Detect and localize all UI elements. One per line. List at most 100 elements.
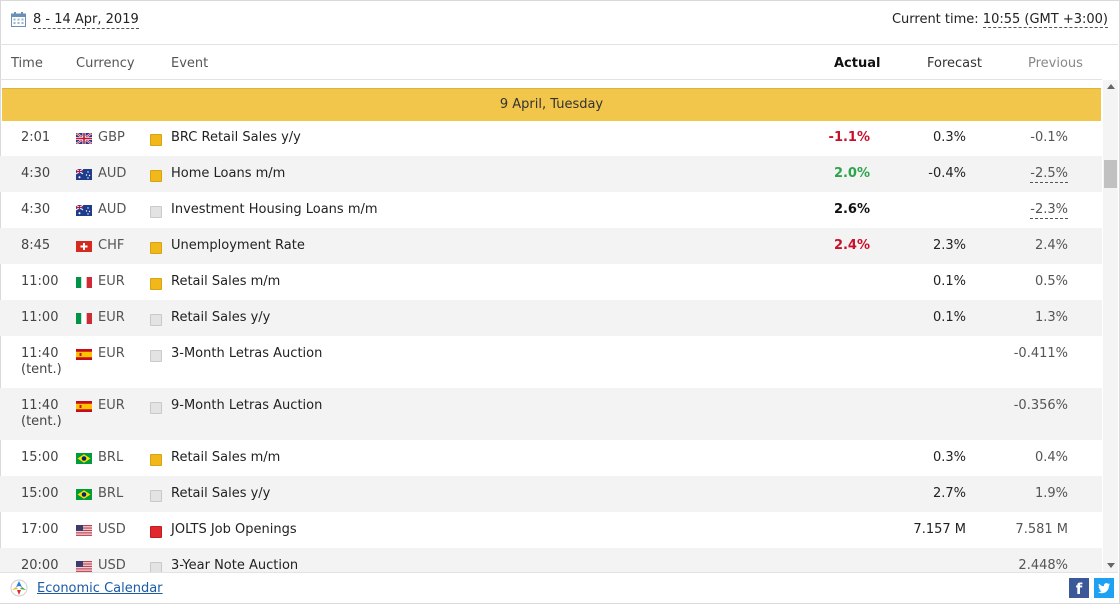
event-time: 11:00 — [21, 274, 58, 290]
event-name[interactable]: 3-Year Note Auction — [171, 558, 299, 572]
event-currency: USD — [98, 558, 126, 572]
table-row[interactable]: 20:00 USD 3-Year Note Auction 2.448% — [0, 548, 1102, 572]
event-time-value: 11:00 — [21, 274, 59, 289]
scroll-down-arrow-icon[interactable] — [1107, 563, 1115, 568]
event-name[interactable]: 3-Month Letras Auction — [171, 346, 323, 361]
flag-it-icon — [76, 313, 92, 324]
event-previous[interactable]: -2.5% — [1030, 166, 1068, 183]
event-name[interactable]: Investment Housing Loans m/m — [171, 202, 378, 217]
flag-es-icon — [76, 349, 92, 360]
table-row[interactable]: 17:00 USD JOLTS Job Openings 7.157 M 7.581 M — [0, 512, 1102, 548]
event-currency: AUD — [98, 202, 127, 217]
event-time-value: 11:00 — [21, 310, 59, 325]
column-forecast: Forecast — [927, 56, 983, 71]
event-time-value: 2:01 — [21, 130, 51, 145]
table-row[interactable]: 8:45 CHF Unemployment Rate 2.4% 2.3% 2.4% — [0, 228, 1102, 264]
event-time: 8:45 — [21, 238, 50, 254]
event-name[interactable]: Retail Sales m/m — [171, 450, 281, 465]
event-name[interactable]: Retail Sales y/y — [171, 310, 271, 325]
event-name[interactable]: Home Loans m/m — [171, 166, 286, 181]
flag-br-icon — [76, 489, 92, 500]
timezone-selector[interactable]: 10:55 (GMT +3:00) — [982, 12, 1108, 28]
event-name[interactable]: BRC Retail Sales y/y — [171, 130, 301, 145]
event-actual: 2.4% — [833, 238, 870, 253]
footer: Economic Calendar f — [0, 572, 1118, 603]
event-forecast: 0.3% — [932, 450, 966, 465]
event-time-value: 11:40 — [21, 346, 59, 361]
economic-calendar-link[interactable]: Economic Calendar — [37, 581, 163, 596]
table-row[interactable]: 15:00 BRL Retail Sales y/y 2.7% 1.9% — [0, 476, 1102, 512]
event-name[interactable]: Retail Sales m/m — [171, 274, 281, 289]
event-time-value: 8:45 — [21, 238, 51, 253]
current-time: Current time: 10:55 (GMT +3:00) — [892, 12, 1108, 28]
importance-low-icon — [150, 206, 162, 218]
importance-low-icon — [150, 402, 162, 414]
event-time: 11:40 (tent.) — [21, 346, 62, 378]
event-forecast: 7.157 M — [913, 522, 966, 537]
table-row[interactable]: 11:00 EUR Retail Sales m/m 0.1% 0.5% — [0, 264, 1102, 300]
event-time-value: 20:00 — [21, 558, 59, 572]
facebook-share-icon[interactable]: f — [1069, 578, 1089, 598]
event-time: 15:00 — [21, 486, 58, 502]
event-previous: -0.356% — [1013, 398, 1068, 413]
event-previous: -0.1% — [1030, 130, 1068, 145]
table-row[interactable]: 11:40 (tent.) EUR 9-Month Letras Auction -0.… — [0, 388, 1102, 440]
event-previous: 0.5% — [1034, 274, 1068, 289]
calendar-icon[interactable] — [11, 12, 26, 27]
event-name[interactable]: JOLTS Job Openings — [171, 522, 297, 537]
table-row[interactable]: 2:01 GBP BRC Retail Sales y/y -1.1% 0.3% -0.1… — [0, 120, 1102, 156]
event-currency: BRL — [98, 450, 124, 465]
event-time: 11:40 (tent.) — [21, 398, 62, 430]
event-time: 15:00 — [21, 450, 58, 466]
importance-medium-icon — [150, 134, 162, 146]
scrollbar-thumb[interactable] — [1104, 160, 1117, 188]
importance-low-icon — [150, 562, 162, 572]
importance-medium-icon — [150, 278, 162, 290]
table-row[interactable]: 11:00 EUR Retail Sales y/y 0.1% 1.3% — [0, 300, 1102, 336]
table-row[interactable]: 4:30 AUD Home Loans m/m 2.0% -0.4% -2.5% — [0, 156, 1102, 192]
scroll-up-arrow-icon[interactable] — [1107, 84, 1115, 89]
importance-low-icon — [150, 490, 162, 502]
current-time-label: Current time: — [891, 12, 983, 27]
event-time: 20:00 — [21, 558, 58, 572]
event-forecast: 2.7% — [932, 486, 966, 501]
event-time-value: 15:00 — [21, 450, 59, 465]
event-name[interactable]: Retail Sales y/y — [171, 486, 271, 501]
event-time: 17:00 — [21, 522, 58, 538]
importance-high-icon — [150, 526, 162, 538]
event-currency: EUR — [98, 274, 125, 289]
event-time-value: 4:30 — [21, 166, 51, 181]
importance-medium-icon — [150, 454, 162, 466]
event-previous: 2.448% — [1018, 558, 1068, 572]
scrollbar[interactable] — [1103, 80, 1118, 572]
event-time-value: 17:00 — [21, 522, 59, 537]
column-time: Time — [11, 56, 43, 71]
metatrader-logo-icon — [10, 579, 28, 597]
flag-gb-icon — [75, 132, 93, 145]
event-currency: EUR — [98, 346, 125, 361]
importance-medium-icon — [150, 242, 162, 254]
flag-br-icon — [76, 453, 92, 464]
tentative-label: (tent.) — [21, 362, 62, 377]
table-row[interactable]: 4:30 AUD Investment Housing Loans m/m 2.6% -… — [0, 192, 1102, 228]
events-scroll-area[interactable]: 9 April, Tuesday 2:01 GBP BRC Retail Sales… — [0, 80, 1102, 572]
event-forecast: 0.3% — [932, 130, 966, 145]
event-currency: EUR — [98, 310, 125, 325]
event-name[interactable]: Unemployment Rate — [171, 238, 305, 253]
importance-medium-icon — [150, 170, 162, 182]
flag-es-icon — [76, 401, 92, 412]
event-previous[interactable]: -2.3% — [1030, 202, 1068, 219]
event-name[interactable]: 9-Month Letras Auction — [171, 398, 323, 413]
event-previous: -0.411% — [1013, 346, 1068, 361]
flag-au-icon — [75, 168, 92, 180]
table-row[interactable]: 11:40 (tent.) EUR 3-Month Letras Auction -0.… — [0, 336, 1102, 388]
event-previous: 2.4% — [1034, 238, 1068, 253]
table-row[interactable]: 15:00 BRL Retail Sales m/m 0.3% 0.4% — [0, 440, 1102, 476]
date-range-selector[interactable]: 8 - 14 Apr, 2019 — [33, 12, 139, 29]
event-forecast: -0.4% — [928, 166, 966, 181]
event-currency: EUR — [98, 398, 125, 413]
event-currency: GBP — [98, 130, 125, 145]
twitter-share-icon[interactable] — [1094, 578, 1114, 598]
day-header: 9 April, Tuesday — [2, 88, 1101, 121]
event-time-value: 15:00 — [21, 486, 59, 501]
